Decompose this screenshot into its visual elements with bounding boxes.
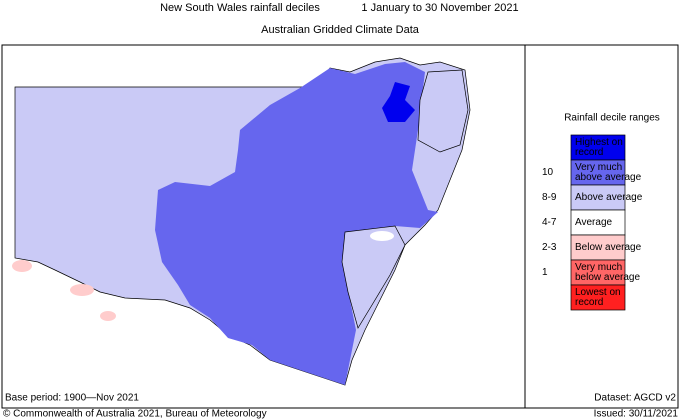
below-average-patch xyxy=(100,311,116,321)
legend-swatch xyxy=(570,284,626,311)
copyright: © Commonwealth of Australia 2021, Bureau… xyxy=(3,409,267,420)
legend-label: Below average xyxy=(575,242,642,253)
legend-swatch xyxy=(570,259,626,286)
legend-range: 4-7 xyxy=(542,217,557,228)
average-patch xyxy=(370,231,394,241)
legend-label: Very much xyxy=(575,262,622,273)
map-title: New South Wales rainfall deciles xyxy=(160,2,320,14)
legend-swatch xyxy=(570,234,626,261)
map-subtitle: Australian Gridded Climate Data xyxy=(261,24,420,36)
legend-label: below average xyxy=(575,272,640,283)
nsw-map xyxy=(12,57,471,386)
legend-swatch xyxy=(570,159,626,186)
legend-title: Rainfall decile ranges xyxy=(564,113,660,124)
below-average-patch xyxy=(12,260,32,272)
legend-range: 10 xyxy=(542,167,554,178)
legend-label: Average xyxy=(575,217,613,228)
legend-range: 8-9 xyxy=(542,192,557,203)
legend-swatch xyxy=(570,209,626,236)
legend-label: record xyxy=(575,297,603,308)
map-period: 1 January to 30 November 2021 xyxy=(361,2,518,14)
map-frame xyxy=(1,44,679,409)
legend-label: Lowest on xyxy=(575,287,621,298)
legend-label: above average xyxy=(575,172,642,183)
legend-label: record xyxy=(575,147,603,158)
coastal-above-area xyxy=(417,69,469,153)
south-east-above-area xyxy=(341,225,406,329)
issued: Issued: 30/11/2021 xyxy=(594,409,679,420)
very-much-above-area xyxy=(155,62,438,385)
legend-range: 1 xyxy=(542,267,548,278)
highest-on-record-area xyxy=(382,82,415,122)
below-average-patch xyxy=(70,284,94,296)
legend-range: 2-3 xyxy=(542,242,557,253)
legend-label: Highest on xyxy=(575,137,623,148)
dataset: Dataset: AGCD v2 xyxy=(594,393,676,404)
legend-label: Very much xyxy=(575,162,622,173)
base-period: Base period: 1900—Nov 2021 xyxy=(5,393,139,404)
legend-label: Above average xyxy=(575,192,643,203)
